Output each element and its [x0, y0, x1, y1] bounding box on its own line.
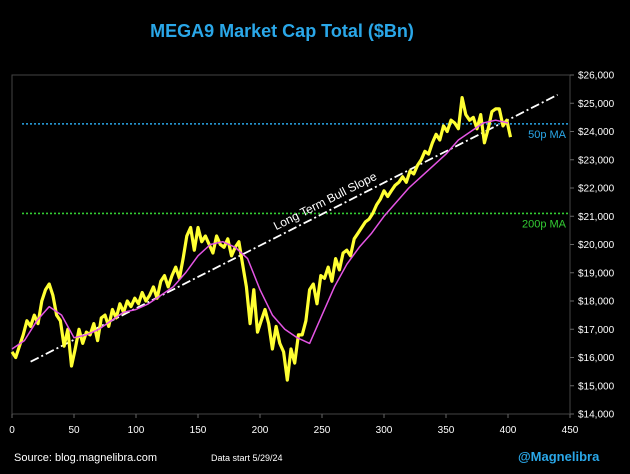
data-start-note: Data start 5/29/24	[211, 453, 283, 463]
x-tick-label: 150	[190, 425, 207, 436]
chart-title: MEGA9 Market Cap Total ($Bn)	[150, 21, 414, 41]
y-tick-label: $15,000	[578, 381, 615, 392]
x-tick-label: 400	[500, 425, 517, 436]
reference-line-label: 50p MA	[528, 129, 567, 141]
series-group	[10, 95, 513, 382]
x-tick-label: 450	[562, 425, 579, 436]
x-tick-label: 300	[376, 425, 393, 436]
y-tick-label: $23,000	[578, 155, 615, 166]
plot-area	[11, 74, 571, 415]
y-tick-label: $22,000	[578, 184, 615, 195]
y-tick-label: $24,000	[578, 127, 615, 138]
x-axis: 0 50 100 150 200 250 300 350 400 450	[9, 414, 579, 436]
y-tick-label: $26,000	[578, 71, 615, 82]
source-note: Source: blog.magnelibra.com	[14, 452, 157, 464]
y-tick-label: $20,000	[578, 240, 615, 251]
y-tick-label: $21,000	[578, 212, 615, 223]
author-handle: @Magnelibra	[518, 449, 600, 464]
y-tick-label: $16,000	[578, 353, 615, 364]
x-tick-label: 0	[9, 425, 15, 436]
x-tick-label: 250	[314, 425, 331, 436]
trend-line	[30, 93, 559, 363]
y-tick-label: $14,000	[578, 410, 615, 421]
y-tick-label: $19,000	[578, 268, 615, 279]
y-tick-label: $18,000	[578, 297, 615, 308]
x-tick-label: 100	[128, 425, 145, 436]
x-tick-label: 350	[438, 425, 455, 436]
x-tick-label: 50	[68, 425, 80, 436]
series-line-market-cap	[10, 95, 513, 382]
x-tick-label: 200	[252, 425, 269, 436]
y-axis: $14,000 $15,000 $16,000 $17,000 $18,000 $19,0…	[570, 71, 615, 421]
reference-line-label: 200p MA	[522, 218, 567, 230]
y-tick-label: $17,000	[578, 325, 615, 336]
y-tick-label: $25,000	[578, 99, 615, 110]
series-line-moving-average	[11, 119, 509, 350]
